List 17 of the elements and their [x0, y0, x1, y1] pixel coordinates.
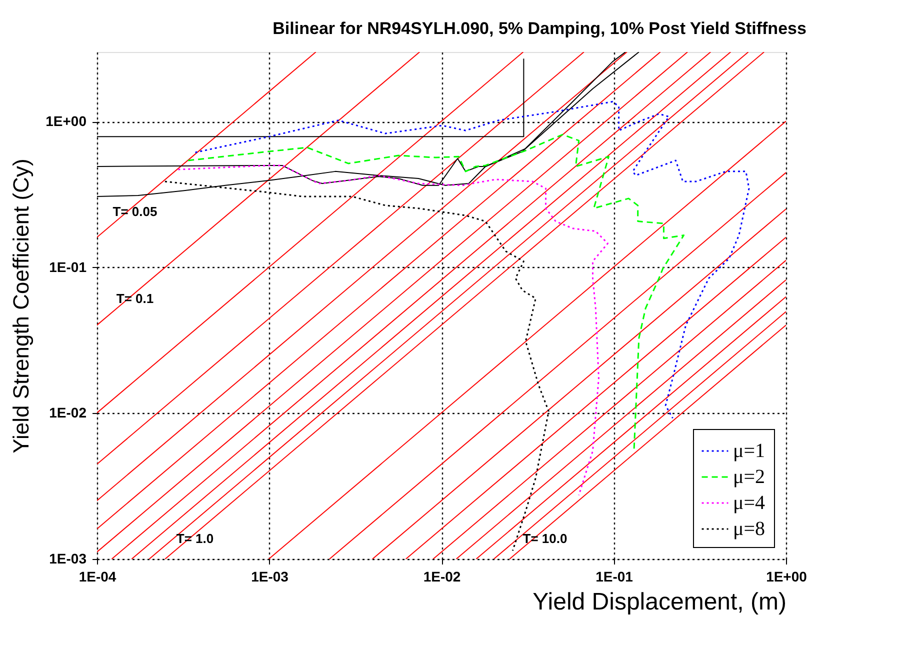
y-tick-label: 1E-03	[49, 550, 87, 566]
chart-title: Bilinear for NR94SYLH.090, 5% Damping, 10% Post Yield Stiffness	[272, 19, 806, 38]
y-axis-title: Yield Strength Coefficient (Cy)	[8, 158, 34, 454]
annotation: T= 0.05	[112, 204, 158, 219]
legend-label: μ=8	[733, 518, 766, 540]
legend-label: μ=4	[733, 492, 766, 514]
x-axis-title: Yield Displacement, (m)	[532, 588, 786, 616]
x-tick-label: 1E-04	[78, 568, 116, 584]
y-tick-label: 1E-02	[49, 404, 87, 421]
legend-label: μ=2	[733, 466, 766, 488]
y-tick-label: 1E+00	[46, 113, 87, 130]
x-tick-label: 1E+00	[766, 568, 808, 584]
y-tick-label: 1E-01	[49, 258, 87, 275]
x-tick-label: 1E-01	[596, 568, 634, 584]
legend-label: μ=1	[733, 440, 766, 462]
x-tick-label: 1E-02	[423, 568, 461, 584]
x-tick-label: 1E-03	[251, 568, 289, 584]
